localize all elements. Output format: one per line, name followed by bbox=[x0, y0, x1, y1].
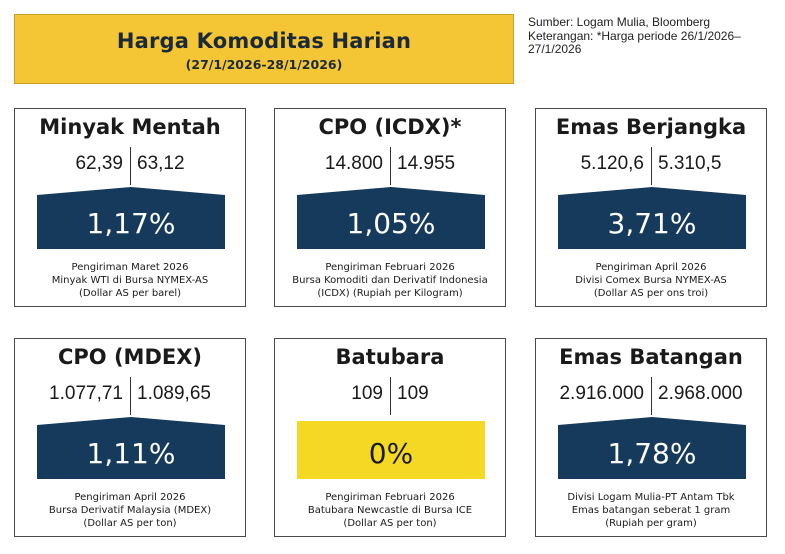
change-percent: 0% bbox=[368, 437, 414, 470]
price-current: 5.310,5 bbox=[658, 153, 722, 174]
price-divider bbox=[130, 147, 131, 185]
desc-line-1: Divisi Logam Mulia-PT Antam Tbk bbox=[567, 492, 735, 503]
price-current: 1.089,65 bbox=[137, 383, 211, 404]
desc-line-3: (Dollar AS per ton) bbox=[343, 518, 437, 529]
desc-line-3: (Dollar AS per barel) bbox=[78, 288, 182, 299]
note-line: Keterangan: *Harga periode 26/1/2026– bbox=[528, 28, 741, 43]
up-arrow-shape-icon bbox=[558, 417, 746, 479]
desc-line-3: (Dollar AS per ton) bbox=[83, 518, 177, 529]
price-divider bbox=[390, 147, 391, 185]
desc-line-1: Pengiriman Maret 2026 bbox=[71, 262, 189, 273]
desc-line-1: Pengiriman Februari 2026 bbox=[325, 262, 455, 273]
card-description: Pengiriman Februari 2026 Batubara Newcas… bbox=[275, 491, 505, 530]
desc-line-3: (Dollar AS per ons troi) bbox=[593, 288, 709, 299]
card-title: Emas Berjangka bbox=[555, 115, 747, 139]
desc-line-1: Pengiriman April 2026 bbox=[595, 262, 707, 273]
note-line-cont: 27/1/2026 bbox=[528, 42, 582, 56]
price-previous: 14.800 bbox=[324, 153, 383, 174]
desc-line-1: Pengiriman April 2026 bbox=[74, 492, 186, 503]
change-badge-up: 1,11% bbox=[37, 417, 225, 479]
up-arrow-shape-icon bbox=[297, 187, 485, 249]
card-title: Emas Batangan bbox=[559, 345, 743, 369]
price-previous: 62,39 bbox=[75, 153, 123, 174]
price-divider bbox=[651, 147, 652, 185]
card-description: Divisi Logam Mulia-PT Antam Tbk Emas bat… bbox=[536, 491, 766, 530]
title-banner: Harga Komoditas Harian (27/1/2026-28/1/2… bbox=[14, 14, 514, 84]
change-percent: 3,71% bbox=[607, 207, 697, 240]
card-title: Batubara bbox=[335, 345, 445, 369]
card-emas-batangan: Emas Batangan 2.916.000 2.968.000 1,78% … bbox=[535, 338, 767, 537]
desc-line-2: Bursa Komoditi dan Derivatif Indonesia bbox=[292, 275, 488, 286]
up-arrow-shape-icon bbox=[558, 187, 746, 249]
card-title: CPO (ICDX)* bbox=[318, 115, 462, 139]
price-divider bbox=[651, 377, 652, 415]
change-badge-up: 1,05% bbox=[297, 187, 485, 249]
desc-line-1: Pengiriman Februari 2026 bbox=[325, 492, 455, 503]
card-description: Pengiriman Februari 2026 Bursa Komoditi … bbox=[275, 261, 505, 300]
change-badge-up: 1,78% bbox=[558, 417, 746, 479]
change-badge-flat: 0% bbox=[297, 417, 485, 479]
card-title: CPO (MDEX) bbox=[57, 345, 203, 369]
up-arrow-shape-icon bbox=[37, 417, 225, 479]
desc-line-2: Emas batangan seberat 1 gram bbox=[571, 505, 731, 516]
price-current: 2.968.000 bbox=[658, 383, 743, 404]
change-percent: 1,11% bbox=[86, 437, 176, 470]
source-note: Sumber: Logam Mulia, Bloomberg Keteranga… bbox=[528, 15, 778, 57]
card-batubara: Batubara 109 109 0% Pengiriman Februari … bbox=[274, 338, 506, 537]
card-emas-berjangka: Emas Berjangka 5.120,6 5.310,5 3,71% Pen… bbox=[535, 108, 767, 307]
price-previous: 1.077,71 bbox=[49, 383, 123, 404]
desc-line-2: Minyak WTI di Bursa NYMEX-AS bbox=[51, 275, 209, 286]
card-description: Pengiriman April 2026 Divisi Comex Bursa… bbox=[536, 261, 766, 300]
card-cpo-icdx: CPO (ICDX)* 14.800 14.955 1,05% Pengirim… bbox=[274, 108, 506, 307]
change-percent: 1,78% bbox=[607, 437, 697, 470]
price-previous: 2.916.000 bbox=[559, 383, 644, 404]
source-line: Sumber: Logam Mulia, Bloomberg bbox=[528, 15, 711, 29]
desc-line-2: Divisi Comex Bursa NYMEX-AS bbox=[575, 275, 727, 286]
card-description: Pengiriman April 2026 Bursa Derivatif Ma… bbox=[15, 491, 245, 530]
change-percent: 1,05% bbox=[346, 207, 436, 240]
change-badge-up: 3,71% bbox=[558, 187, 746, 249]
card-cpo-mdex: CPO (MDEX) 1.077,71 1.089,65 1,11% Pengi… bbox=[14, 338, 246, 537]
desc-line-3: (ICDX) (Rupiah per Kilogram) bbox=[317, 288, 463, 299]
desc-line-3: (Rupiah per gram) bbox=[605, 518, 697, 529]
price-previous: 109 bbox=[351, 383, 383, 404]
page-title: Harga Komoditas Harian bbox=[116, 29, 412, 53]
price-current: 109 bbox=[397, 383, 429, 404]
card-minyak-mentah: Minyak Mentah 62,39 63,12 1,17% Pengirim… bbox=[14, 108, 246, 307]
change-badge-up: 1,17% bbox=[37, 187, 225, 249]
flat-bar-shape-icon bbox=[297, 421, 485, 479]
price-current: 63,12 bbox=[137, 153, 185, 174]
price-divider bbox=[390, 377, 391, 415]
date-range: (27/1/2026-28/1/2026) bbox=[185, 57, 343, 72]
price-previous: 5.120,6 bbox=[580, 153, 644, 174]
desc-line-2: Batubara Newcastle di Bursa ICE bbox=[307, 505, 473, 516]
price-current: 14.955 bbox=[397, 153, 456, 174]
up-arrow-shape-icon bbox=[37, 187, 225, 249]
change-percent: 1,17% bbox=[86, 207, 176, 240]
desc-line-2: Bursa Derivatif Malaysia (MDEX) bbox=[48, 505, 212, 516]
price-divider bbox=[130, 377, 131, 415]
card-description: Pengiriman Maret 2026 Minyak WTI di Burs… bbox=[15, 261, 245, 300]
card-title: Minyak Mentah bbox=[39, 115, 221, 139]
